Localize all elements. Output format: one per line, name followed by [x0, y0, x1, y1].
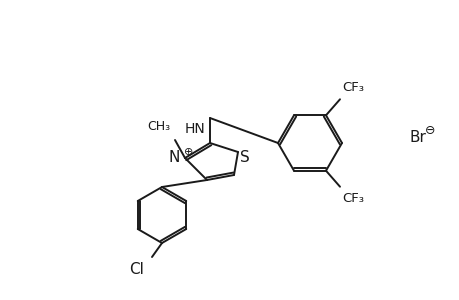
- Text: S: S: [240, 149, 249, 164]
- Text: CF₃: CF₃: [341, 81, 363, 94]
- Text: N: N: [168, 151, 179, 166]
- Text: ⊖: ⊖: [424, 124, 434, 136]
- Text: Cl: Cl: [129, 262, 144, 277]
- Text: Br: Br: [409, 130, 426, 146]
- Text: CH₃: CH₃: [146, 120, 170, 133]
- Text: CF₃: CF₃: [341, 192, 363, 205]
- Text: ⊕: ⊕: [184, 147, 193, 157]
- Text: HN: HN: [184, 122, 205, 136]
